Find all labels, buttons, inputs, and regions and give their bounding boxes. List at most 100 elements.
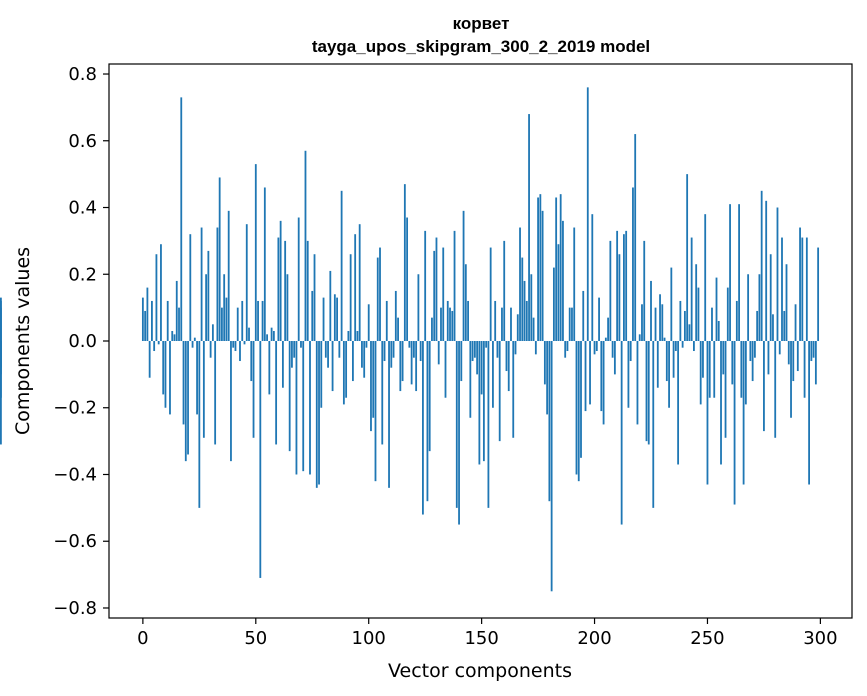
bar-121 <box>415 341 418 392</box>
bar-79 <box>320 341 323 408</box>
bar-173 <box>532 317 535 341</box>
bar-131 <box>437 341 440 365</box>
bar-30 <box>209 341 212 358</box>
bar-260 <box>729 204 731 341</box>
bar-294 <box>805 237 808 341</box>
bar-201 <box>595 341 598 352</box>
bar-70 <box>300 341 302 348</box>
bar-23 <box>193 337 196 341</box>
bar-244 <box>693 341 695 352</box>
bar-186 <box>562 220 564 341</box>
bar-178 <box>543 341 546 385</box>
bar-74 <box>309 341 311 475</box>
bar-202 <box>598 297 600 341</box>
bar-240 <box>683 310 686 341</box>
bar-150 <box>480 341 483 395</box>
bar-235 <box>672 341 675 378</box>
bar-248 <box>702 341 704 378</box>
bar-9 <box>162 341 165 395</box>
bar-44 <box>241 300 244 341</box>
y-tick-label-4: 0.0 <box>68 331 97 352</box>
bar-93 <box>352 341 354 382</box>
bar-142 <box>462 210 465 341</box>
bar-234 <box>670 267 673 341</box>
bar-185 <box>559 194 562 341</box>
bar-50 <box>254 164 257 341</box>
bar-99 <box>365 341 368 348</box>
bar-199 <box>591 214 594 341</box>
plot-frame <box>108 63 853 619</box>
bar-193 <box>577 341 580 482</box>
bar-7 <box>157 341 160 345</box>
bar-179 <box>546 341 549 415</box>
bar-306 <box>0 297 2 341</box>
bar-76 <box>313 254 316 341</box>
bar-107 <box>383 341 386 362</box>
bar-181 <box>550 341 553 592</box>
bar-129 <box>433 250 436 341</box>
bar-277 <box>767 341 770 375</box>
bar-5 <box>153 341 156 352</box>
bar-15 <box>175 280 178 341</box>
bar-22 <box>191 341 194 348</box>
bar-147 <box>473 341 476 358</box>
bar-265 <box>740 341 743 398</box>
bar-174 <box>534 341 537 355</box>
bar-143 <box>464 264 467 341</box>
bar-200 <box>593 341 596 355</box>
bar-122 <box>417 274 420 341</box>
bar-101 <box>370 341 372 432</box>
bar-233 <box>668 341 670 408</box>
bar-177 <box>541 210 544 341</box>
bar-224 <box>647 341 650 445</box>
bar-275 <box>763 341 765 432</box>
bar-0 <box>141 297 144 341</box>
bar-258 <box>724 341 727 438</box>
bar-115 <box>401 341 404 382</box>
bar-62 <box>281 341 284 388</box>
bar-156 <box>494 300 497 341</box>
bar-198 <box>589 341 591 405</box>
bar-31 <box>211 324 214 341</box>
chart-subtitle: tayga_upos_skipgram_300_2_2019 model <box>312 37 650 56</box>
bar-249 <box>704 214 707 341</box>
bar-78 <box>318 341 320 485</box>
bar-206 <box>607 317 609 341</box>
bar-102 <box>372 341 375 418</box>
y-tick-label-7: 0.6 <box>68 131 97 152</box>
bar-274 <box>760 190 763 341</box>
bar-292 <box>801 237 804 341</box>
bar-256 <box>720 341 722 465</box>
bar-251 <box>708 341 711 398</box>
bar-298 <box>814 341 817 385</box>
bar-205 <box>604 337 607 341</box>
bar-48 <box>250 341 253 382</box>
bar-136 <box>449 307 451 341</box>
bar-97 <box>361 341 363 368</box>
bar-123 <box>419 341 422 362</box>
bar-195 <box>582 290 585 341</box>
bar-8 <box>160 244 162 341</box>
bar-145 <box>469 341 472 418</box>
bar-133 <box>442 247 445 341</box>
bar-11 <box>166 300 169 341</box>
bar-16 <box>178 307 180 341</box>
bar-89 <box>342 341 345 405</box>
bar-3 <box>148 341 151 378</box>
bar-14 <box>173 334 176 341</box>
bar-43 <box>239 341 241 362</box>
bar-33 <box>216 227 219 341</box>
bar-217 <box>632 187 634 341</box>
bar-166 <box>516 314 519 341</box>
bar-64 <box>286 274 289 341</box>
bar-213 <box>623 234 625 341</box>
bar-262 <box>733 341 736 505</box>
bar-169 <box>523 280 526 341</box>
bar-51 <box>257 300 259 341</box>
bar-36 <box>223 274 226 341</box>
bar-231 <box>663 337 666 341</box>
bar-159 <box>501 307 503 341</box>
bar-10 <box>164 341 167 408</box>
bar-12 <box>169 341 171 415</box>
